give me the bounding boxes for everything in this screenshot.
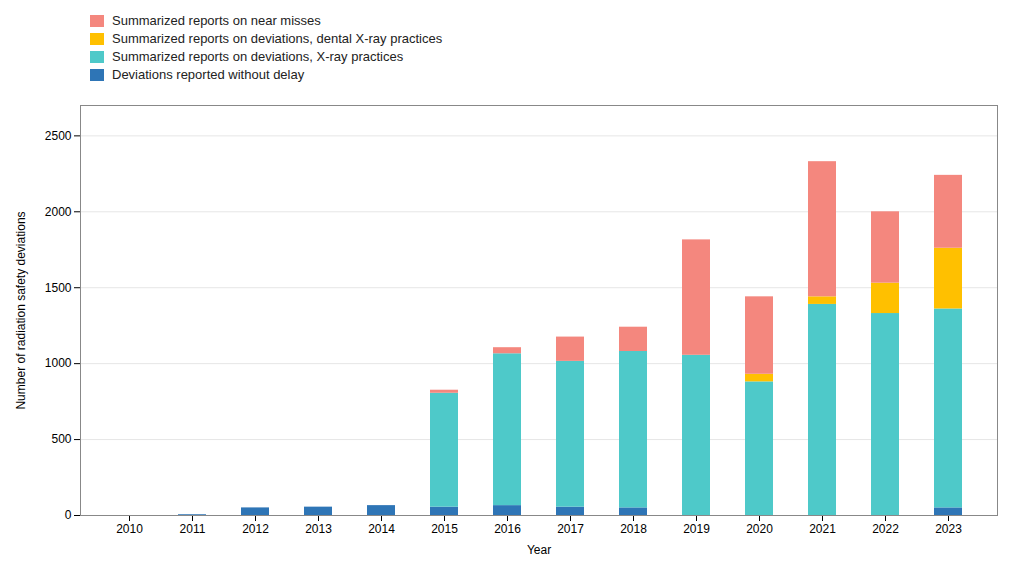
svg-text:500: 500 [51, 432, 71, 446]
svg-text:2019: 2019 [683, 522, 710, 536]
svg-text:1000: 1000 [45, 356, 72, 370]
svg-text:Year: Year [527, 543, 551, 557]
svg-text:2013: 2013 [305, 522, 332, 536]
svg-text:2500: 2500 [45, 129, 72, 143]
svg-text:2010: 2010 [116, 522, 143, 536]
html-text:Deviations reported without de: Deviations reported without delay [112, 67, 305, 82]
html-text:Summarized reports on deviatio: Summarized reports on deviations, dental… [112, 31, 443, 46]
svg-text:2021: 2021 [809, 522, 836, 536]
svg-text:2023: 2023 [935, 522, 962, 536]
html-text:Summarized reports on near mis: Summarized reports on near misses [112, 13, 321, 28]
svg-text:Number of radiation safety dev: Number of radiation safety deviations [14, 211, 28, 409]
svg-text:2017: 2017 [557, 522, 584, 536]
svg-text:2020: 2020 [746, 522, 773, 536]
svg-text:2014: 2014 [368, 522, 395, 536]
svg-text:2000: 2000 [45, 205, 72, 219]
svg-text:2015: 2015 [431, 522, 458, 536]
html-text:Summarized reports on deviatio: Summarized reports on deviations, X-ray … [112, 49, 404, 64]
svg-text:2012: 2012 [242, 522, 269, 536]
svg-text:2018: 2018 [620, 522, 647, 536]
svg-text:2011: 2011 [180, 522, 206, 536]
svg-text:2022: 2022 [872, 522, 899, 536]
svg-text:0: 0 [65, 508, 72, 522]
svg-text:1500: 1500 [45, 281, 72, 295]
svg-text:2016: 2016 [494, 522, 521, 536]
